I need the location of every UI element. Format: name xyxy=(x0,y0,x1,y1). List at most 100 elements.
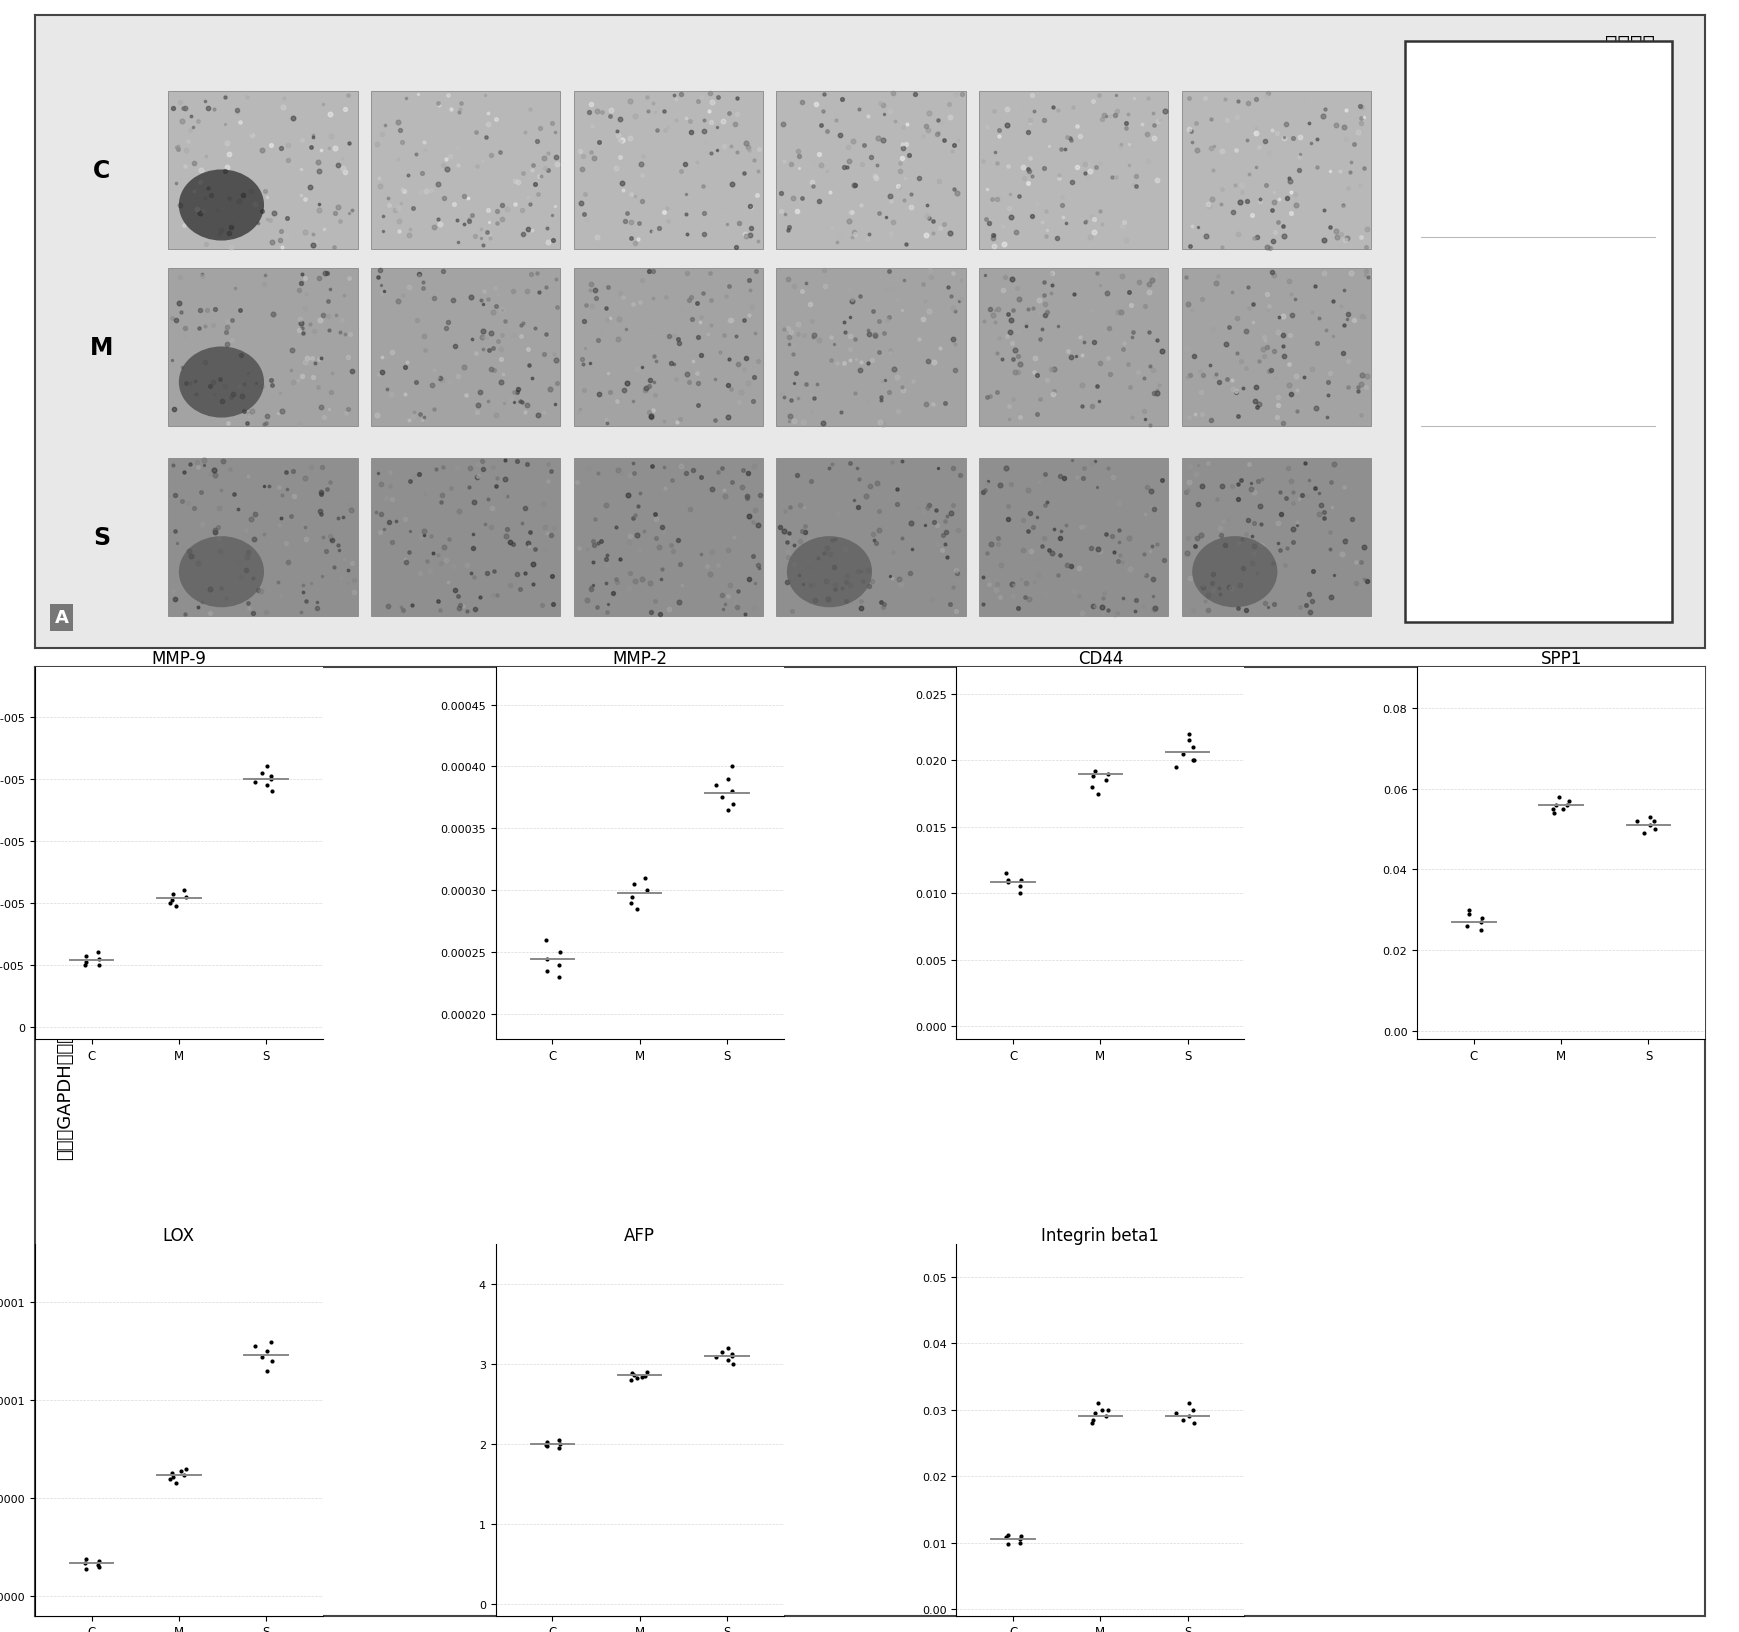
Point xyxy=(1109,211,1137,237)
Point xyxy=(1309,499,1337,526)
Point xyxy=(683,370,711,397)
Point xyxy=(617,885,645,911)
Point xyxy=(266,228,294,255)
Point xyxy=(588,318,616,344)
Point xyxy=(711,483,739,509)
Point xyxy=(478,300,506,326)
Point xyxy=(534,140,562,166)
Point xyxy=(1078,395,1106,421)
Point xyxy=(795,527,823,553)
Point xyxy=(1285,158,1313,184)
Point xyxy=(993,1521,1021,1547)
Point xyxy=(1177,299,1205,325)
Point xyxy=(640,501,668,527)
Point xyxy=(969,592,996,619)
Point xyxy=(918,209,946,235)
Point xyxy=(1233,508,1261,534)
Point xyxy=(539,516,567,542)
Point xyxy=(591,295,619,322)
Point xyxy=(696,82,723,108)
Point xyxy=(774,214,802,240)
Point xyxy=(1174,292,1202,318)
Point xyxy=(1283,145,1311,171)
Point xyxy=(249,558,277,584)
Point xyxy=(715,307,743,333)
Point xyxy=(205,526,233,552)
Point xyxy=(583,594,610,620)
Point xyxy=(1092,767,1120,793)
Point xyxy=(817,527,845,553)
Point xyxy=(1026,387,1054,413)
Point xyxy=(612,317,640,343)
Point xyxy=(1332,98,1360,124)
Point xyxy=(857,348,885,374)
Point xyxy=(534,468,562,494)
Point xyxy=(1029,157,1057,183)
Point xyxy=(621,570,649,596)
Point xyxy=(391,356,419,382)
Point xyxy=(470,233,497,259)
Point xyxy=(374,186,402,212)
Point xyxy=(483,465,511,491)
Point xyxy=(410,481,438,508)
Point xyxy=(336,266,363,292)
Point xyxy=(367,281,395,307)
Point xyxy=(1263,530,1290,557)
Point xyxy=(577,140,605,166)
Point xyxy=(678,457,706,483)
Point xyxy=(1009,166,1036,193)
Point xyxy=(376,460,403,486)
Point xyxy=(870,93,897,119)
Point xyxy=(614,483,642,509)
Point xyxy=(1092,281,1120,307)
Point xyxy=(1007,867,1035,893)
Point xyxy=(1103,548,1130,574)
Point xyxy=(1202,362,1229,388)
Point xyxy=(723,579,751,605)
Point xyxy=(722,140,750,166)
Point xyxy=(363,264,391,290)
Point xyxy=(1082,261,1109,287)
Point xyxy=(631,375,659,401)
Point xyxy=(696,100,723,126)
Point xyxy=(692,129,720,155)
Bar xyxy=(979,459,1169,617)
Point xyxy=(268,483,296,509)
Point xyxy=(207,388,235,415)
Point xyxy=(736,277,763,304)
Point xyxy=(856,322,883,348)
Point xyxy=(1236,477,1264,503)
Point xyxy=(424,207,452,233)
Point xyxy=(334,346,362,372)
Point xyxy=(332,571,360,597)
Point xyxy=(1299,558,1327,584)
Point xyxy=(708,215,736,242)
Point xyxy=(1188,362,1216,388)
Point xyxy=(419,286,447,312)
Point xyxy=(391,86,419,113)
Point xyxy=(363,403,391,429)
Point xyxy=(1250,591,1278,617)
Point xyxy=(400,463,428,490)
Point xyxy=(1056,127,1083,153)
Point xyxy=(459,535,487,561)
Point xyxy=(1111,116,1139,142)
Point xyxy=(1539,800,1567,826)
Point xyxy=(287,157,315,183)
Point xyxy=(991,860,1019,886)
Point xyxy=(835,336,863,362)
Point xyxy=(704,460,732,486)
Point xyxy=(250,263,278,289)
Point xyxy=(591,547,619,573)
Point xyxy=(640,91,668,118)
Point xyxy=(993,494,1021,521)
Point xyxy=(1282,364,1309,390)
Point xyxy=(163,137,191,163)
Point xyxy=(616,524,643,550)
Point xyxy=(162,893,190,919)
Point xyxy=(1141,596,1169,622)
Point xyxy=(718,778,746,805)
Point xyxy=(882,109,909,135)
Point xyxy=(734,566,762,592)
Point xyxy=(1224,486,1252,512)
